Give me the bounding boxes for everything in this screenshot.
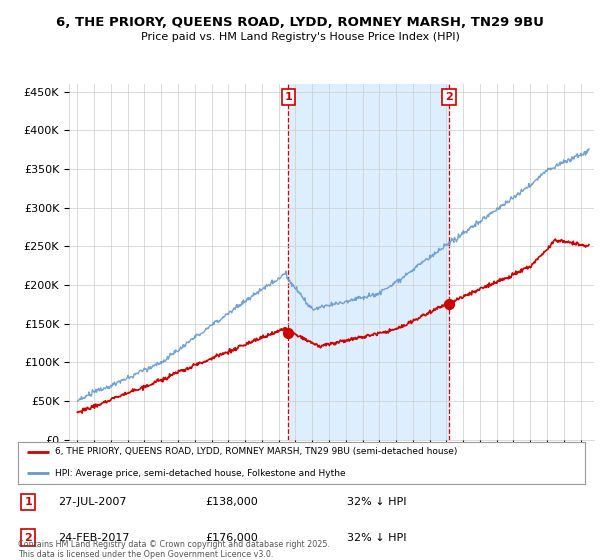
Text: Price paid vs. HM Land Registry's House Price Index (HPI): Price paid vs. HM Land Registry's House … [140,32,460,43]
Text: 1: 1 [284,92,292,102]
Text: 6, THE PRIORY, QUEENS ROAD, LYDD, ROMNEY MARSH, TN29 9BU: 6, THE PRIORY, QUEENS ROAD, LYDD, ROMNEY… [56,16,544,29]
Text: HPI: Average price, semi-detached house, Folkestone and Hythe: HPI: Average price, semi-detached house,… [55,469,346,478]
Text: 32% ↓ HPI: 32% ↓ HPI [347,533,406,543]
Bar [288,84,449,440]
Point [444,299,454,308]
Text: 1: 1 [25,497,32,507]
Text: 2: 2 [25,533,32,543]
Point [283,328,293,337]
Text: 2: 2 [445,92,453,102]
Text: £138,000: £138,000 [205,497,258,507]
Text: 24-FEB-2017: 24-FEB-2017 [58,533,129,543]
Text: 6, THE PRIORY, QUEENS ROAD, LYDD, ROMNEY MARSH, TN29 9BU (semi-detached house): 6, THE PRIORY, QUEENS ROAD, LYDD, ROMNEY… [55,447,457,456]
Text: Contains HM Land Registry data © Crown copyright and database right 2025.
This d: Contains HM Land Registry data © Crown c… [18,540,330,559]
Text: 27-JUL-2007: 27-JUL-2007 [58,497,126,507]
Text: £176,000: £176,000 [205,533,258,543]
Text: 32% ↓ HPI: 32% ↓ HPI [347,497,406,507]
